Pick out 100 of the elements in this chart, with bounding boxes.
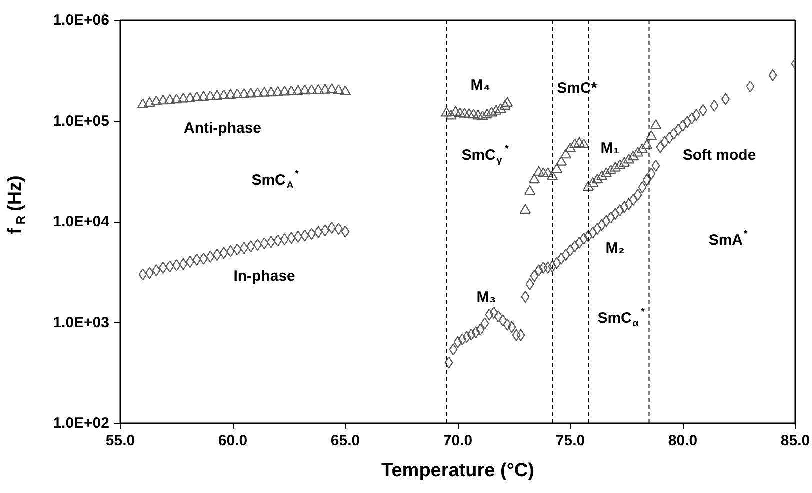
point bbox=[233, 244, 242, 256]
annotation: M₂ bbox=[606, 240, 625, 257]
point bbox=[642, 174, 652, 186]
point bbox=[225, 89, 236, 99]
point bbox=[184, 92, 196, 102]
point bbox=[320, 84, 331, 94]
point bbox=[546, 170, 558, 180]
point bbox=[598, 219, 606, 232]
point bbox=[459, 108, 470, 118]
point bbox=[238, 88, 250, 98]
annotation: M₃ bbox=[476, 289, 496, 306]
point bbox=[678, 120, 688, 132]
point bbox=[246, 240, 256, 253]
point bbox=[768, 69, 778, 82]
x-tick-label: 75.0 bbox=[556, 432, 586, 450]
point bbox=[683, 116, 692, 128]
point bbox=[150, 96, 162, 106]
point bbox=[592, 174, 604, 184]
point bbox=[333, 84, 344, 94]
point bbox=[138, 268, 148, 281]
point bbox=[232, 88, 244, 98]
y-tick-label: 1.0E+05 bbox=[53, 112, 110, 130]
point bbox=[467, 328, 476, 341]
point bbox=[472, 110, 484, 120]
annotation: Soft mode bbox=[682, 147, 756, 164]
point bbox=[584, 230, 593, 242]
point bbox=[449, 344, 458, 356]
point bbox=[574, 137, 586, 148]
point bbox=[538, 168, 550, 178]
point bbox=[179, 258, 188, 270]
point bbox=[164, 94, 176, 104]
point bbox=[647, 168, 656, 180]
point bbox=[212, 90, 223, 100]
point bbox=[260, 238, 269, 250]
point bbox=[444, 356, 454, 369]
point bbox=[274, 234, 282, 247]
point bbox=[564, 142, 576, 152]
point bbox=[634, 189, 642, 202]
point bbox=[520, 204, 532, 214]
point bbox=[600, 168, 612, 178]
point bbox=[602, 215, 611, 228]
annotation: M₄ bbox=[470, 77, 490, 94]
x-axis-title: Temperature (°C) bbox=[382, 460, 534, 482]
y-tick-label: 1.0E+03 bbox=[53, 314, 110, 332]
point bbox=[166, 260, 174, 273]
annotation: Anti-phase bbox=[184, 120, 262, 137]
point bbox=[482, 108, 493, 119]
point bbox=[641, 140, 653, 150]
point bbox=[272, 86, 284, 96]
point bbox=[454, 336, 462, 348]
point bbox=[539, 262, 548, 274]
annotation: SmA* bbox=[708, 229, 748, 249]
y-tick-label: 1.0E+04 bbox=[53, 214, 110, 230]
point bbox=[660, 136, 670, 148]
point bbox=[204, 90, 216, 100]
point bbox=[670, 128, 678, 140]
point bbox=[587, 177, 599, 188]
point bbox=[551, 163, 563, 174]
point bbox=[500, 100, 511, 110]
point bbox=[746, 80, 755, 93]
point bbox=[158, 94, 169, 105]
point bbox=[144, 97, 156, 107]
y-axis-title: fR (Hz) bbox=[5, 176, 28, 234]
y-tick-label: 1.0E+06 bbox=[53, 12, 110, 29]
point bbox=[629, 194, 638, 206]
point bbox=[494, 310, 503, 323]
point bbox=[632, 147, 644, 157]
point bbox=[618, 157, 630, 168]
point bbox=[646, 130, 658, 140]
point bbox=[610, 162, 622, 172]
point bbox=[620, 201, 629, 214]
point bbox=[569, 138, 581, 149]
point bbox=[580, 232, 588, 245]
point bbox=[614, 160, 626, 170]
point bbox=[279, 86, 290, 96]
point bbox=[326, 84, 338, 94]
point bbox=[458, 334, 467, 346]
point bbox=[566, 244, 575, 257]
point bbox=[450, 106, 462, 116]
point bbox=[688, 112, 696, 125]
x-tick-label: 55.0 bbox=[106, 432, 136, 450]
point bbox=[528, 174, 540, 184]
x-tick-label: 80.0 bbox=[668, 432, 698, 450]
point bbox=[462, 331, 472, 344]
point bbox=[533, 166, 545, 176]
point bbox=[490, 105, 502, 115]
point bbox=[524, 185, 536, 196]
point bbox=[340, 86, 352, 96]
point bbox=[312, 84, 324, 94]
point bbox=[502, 97, 514, 107]
point bbox=[582, 181, 594, 191]
point bbox=[480, 318, 490, 330]
point bbox=[650, 120, 662, 130]
point bbox=[508, 321, 516, 334]
point bbox=[665, 132, 674, 144]
y-tick-label: 1.0E+02 bbox=[53, 415, 110, 432]
point bbox=[306, 84, 318, 94]
point bbox=[512, 329, 521, 342]
point bbox=[526, 278, 534, 290]
point bbox=[530, 270, 539, 282]
